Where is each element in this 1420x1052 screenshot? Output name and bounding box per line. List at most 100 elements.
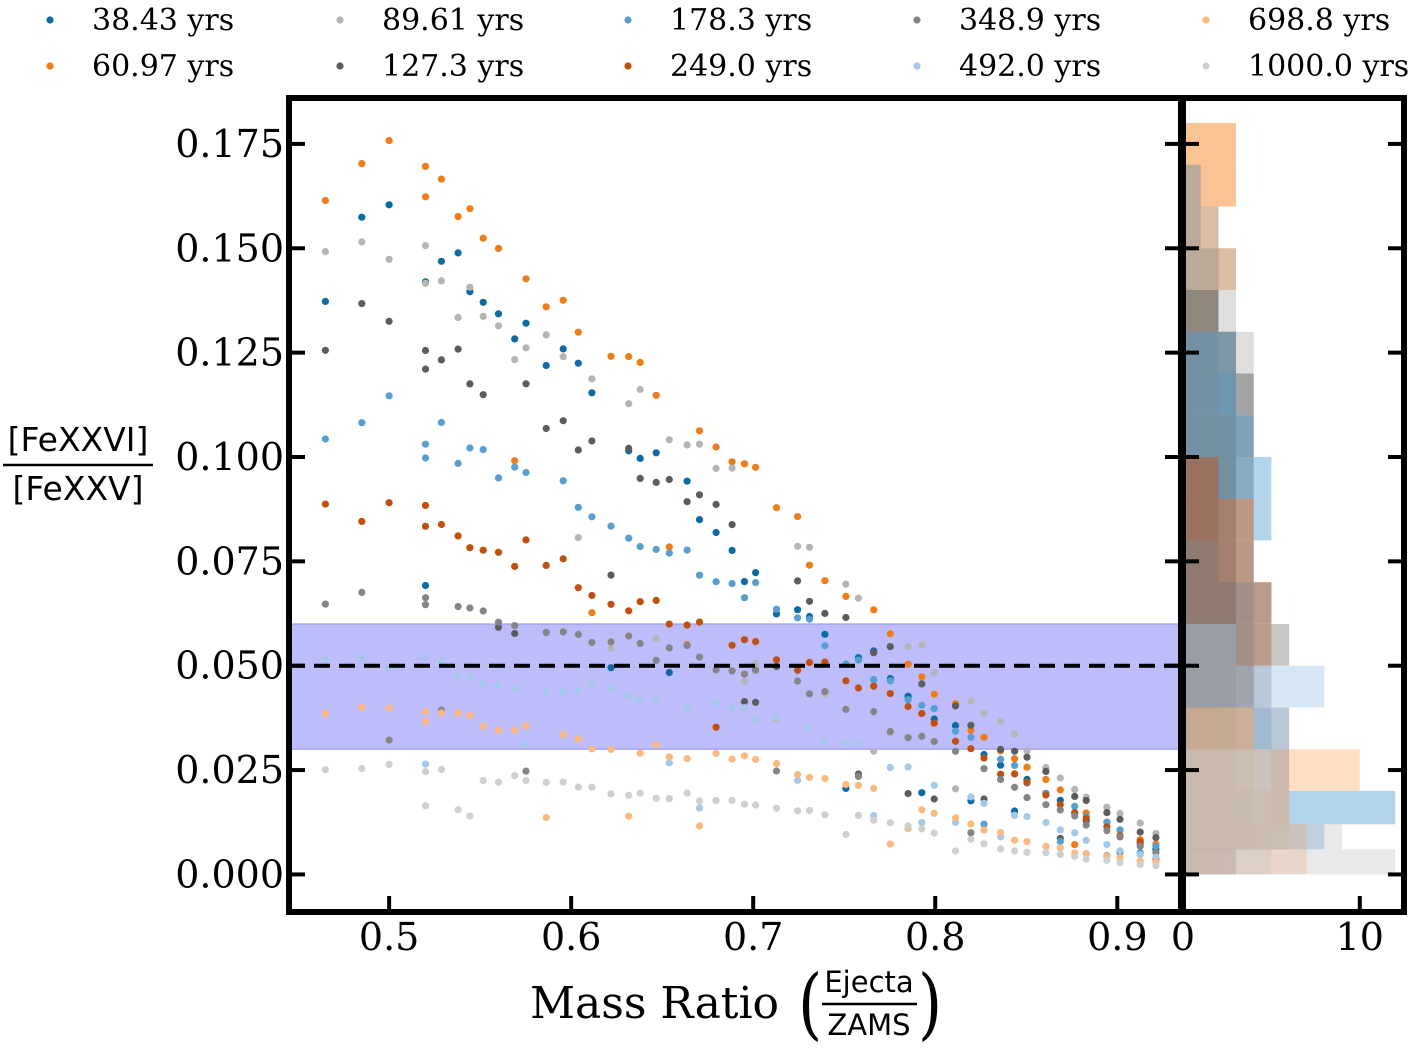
histogram-bar <box>1183 665 1325 708</box>
data-point <box>1023 848 1031 856</box>
data-point <box>652 656 660 664</box>
data-point <box>358 653 366 661</box>
histogram-bar <box>1183 665 1254 708</box>
data-point <box>542 303 550 311</box>
data-point <box>466 544 474 552</box>
data-point <box>1023 763 1031 771</box>
legend-label: 89.61 yrs <box>382 3 524 38</box>
data-point <box>421 365 430 373</box>
histogram-bar <box>1183 665 1236 708</box>
data-point <box>1042 801 1050 809</box>
data-point <box>712 578 720 586</box>
y-tick-label: 0.175 <box>175 122 284 166</box>
data-point <box>607 522 615 530</box>
data-point <box>930 781 938 789</box>
histogram-5 <box>1183 457 1290 875</box>
data-point <box>918 806 926 814</box>
histogram-bar <box>1183 582 1272 624</box>
data-point <box>821 630 829 638</box>
histogram-y-ticks <box>1183 141 1404 877</box>
data-point <box>886 690 894 698</box>
data-point <box>665 543 673 551</box>
histogram-bar <box>1183 824 1254 850</box>
data-point <box>930 690 938 698</box>
data-point <box>466 283 474 291</box>
data-point <box>695 797 704 805</box>
data-point <box>1152 842 1160 850</box>
data-point <box>904 696 912 704</box>
data-point <box>625 444 633 452</box>
data-point <box>385 201 393 209</box>
data-point <box>542 813 550 822</box>
data-point <box>870 747 878 755</box>
x-axis-ticks: 0.5 0.6 0.7 0.8 0.9 <box>359 896 1148 959</box>
data-point <box>1056 844 1064 852</box>
legend-marker <box>336 62 344 70</box>
data-point <box>695 491 704 499</box>
data-point <box>772 804 781 812</box>
data-point <box>385 137 393 145</box>
y-tick-label: 0.025 <box>175 748 284 792</box>
data-point <box>951 785 960 793</box>
histogram-frame <box>1180 95 1407 915</box>
data-point <box>588 437 596 445</box>
legend-marker <box>624 16 632 24</box>
histogram-bar <box>1183 707 1272 750</box>
histogram-bar <box>1183 824 1343 850</box>
y-tick-label: 0.000 <box>175 852 284 896</box>
histogram-bar <box>1183 665 1254 708</box>
histogram-bar <box>1183 624 1236 666</box>
data-point <box>918 825 926 833</box>
data-point <box>636 696 644 704</box>
x-tick-label: 0.6 <box>541 915 601 959</box>
data-point <box>625 353 633 361</box>
data-point <box>588 591 596 600</box>
data-point <box>1071 792 1079 801</box>
data-point <box>358 419 366 427</box>
histogram-bar <box>1183 790 1272 825</box>
histogram-7 <box>1183 624 1325 875</box>
data-point <box>437 520 445 529</box>
data-point <box>574 359 582 367</box>
data-point <box>421 440 430 448</box>
data-point <box>918 641 926 649</box>
histogram-bar <box>1183 849 1236 875</box>
data-point <box>522 319 530 327</box>
target-band <box>288 623 1182 750</box>
data-point <box>904 822 912 830</box>
histogram-bar <box>1183 415 1254 457</box>
data-point <box>1071 841 1079 849</box>
data-point <box>1056 837 1064 846</box>
data-point <box>740 670 749 678</box>
data-point <box>385 499 393 507</box>
data-point <box>358 213 366 221</box>
data-point <box>1011 811 1019 820</box>
histogram-bar <box>1183 373 1236 416</box>
data-point <box>607 745 615 754</box>
data-point <box>904 643 912 651</box>
data-point <box>980 733 988 741</box>
data-point <box>522 380 530 388</box>
histogram-bar <box>1183 790 1290 825</box>
data-point <box>636 358 644 366</box>
histogram-bar <box>1183 498 1254 541</box>
data-point <box>854 811 863 820</box>
data-point <box>385 317 393 325</box>
data-point <box>1136 819 1144 827</box>
data-point <box>358 703 366 711</box>
data-point <box>842 613 850 622</box>
data-point <box>904 660 912 668</box>
data-point <box>930 668 938 676</box>
data-point <box>636 542 644 551</box>
histogram-bar <box>1183 498 1272 541</box>
data-point <box>967 721 975 729</box>
data-point <box>997 845 1005 853</box>
data-point <box>854 739 863 747</box>
histogram-bar <box>1183 790 1272 825</box>
x-axis-fraction-denominator: ZAMS <box>827 1008 910 1042</box>
histogram-bar <box>1183 164 1201 207</box>
data-point <box>321 248 329 256</box>
data-point <box>652 545 660 554</box>
data-point <box>740 594 749 602</box>
data-point <box>466 380 474 388</box>
